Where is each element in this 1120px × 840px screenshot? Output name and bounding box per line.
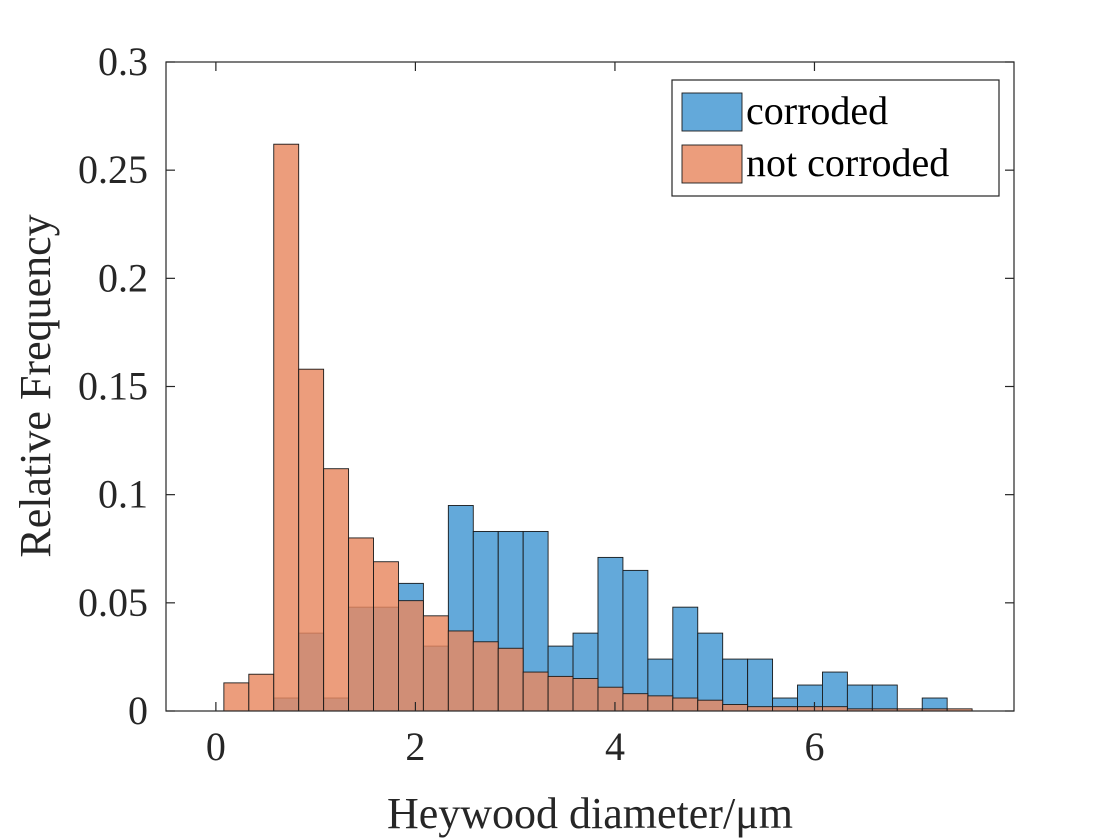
axes [165,61,1015,712]
x-tick-label-2: 4 [605,724,625,769]
bar-not-corroded-23 [797,706,823,712]
legend-swatch-corroded [681,92,743,132]
bar-not-corroded-2 [273,143,300,712]
bar-not-corroded-16 [622,693,649,712]
bar-not-corroded-24 [822,706,848,712]
bar-corroded-17 [697,632,724,712]
legend-label-corroded: corroded [746,88,888,133]
bar-not-corroded-4 [323,468,350,712]
x-tick-label-0: 0 [206,724,226,769]
bar-not-corroded-14 [572,678,599,712]
bar-corroded-18 [722,658,749,712]
y-tick-label-2: 0.1 [98,472,148,517]
bar-not-corroded-5 [348,537,374,712]
bar-corroded-22 [822,671,848,712]
y-axis-title: Relative Frequency [11,214,60,557]
bar-not-corroded-21 [747,706,774,712]
x-tick-label-1: 2 [405,724,425,769]
y-tick-label-0: 0 [128,688,148,733]
bar-not-corroded-18 [672,697,699,712]
bar-corroded-19 [747,658,774,712]
bar-not-corroded-19 [697,699,724,712]
bar-not-corroded-13 [547,675,574,712]
bar-not-corroded-10 [472,641,499,712]
bar-corroded-23 [846,684,873,712]
y-tick-label-3: 0.15 [78,364,148,409]
legend-swatch-not-corroded [681,144,743,184]
bar-not-corroded-17 [647,695,674,712]
bar-not-corroded-7 [398,600,424,712]
bar-not-corroded-20 [722,704,749,712]
bar-not-corroded-9 [447,630,474,712]
bar-not-corroded-15 [597,686,624,712]
bar-corroded-16 [672,606,699,712]
bar-not-corroded-11 [497,647,524,712]
bar-not-corroded-8 [422,615,449,712]
y-tick-label-1: 0.05 [78,580,148,625]
bar-not-corroded-6 [373,561,399,712]
bar-not-corroded-22 [772,706,798,712]
tick-labels: 0 2 4 6 0 0.05 0.1 0.15 0.2 0.25 0.3 [78,39,824,769]
legend: corroded not corroded [671,79,1000,197]
bar-not-corroded-3 [298,368,325,712]
y-tick-label-6: 0.3 [98,39,148,84]
y-tick-label-4: 0.2 [98,255,148,300]
bar-not-corroded-12 [522,671,549,712]
x-tick-label-3: 6 [804,724,824,769]
y-tick-label-5: 0.25 [78,147,148,192]
bar-corroded-24 [871,684,898,712]
legend-label-not-corroded: not corroded [746,140,949,185]
bar-corroded-14 [622,569,649,712]
bar-not-corroded-1 [248,673,275,712]
bar-not-corroded-0 [223,682,250,712]
x-axis-title: Heywood diameter/μm [387,789,793,838]
